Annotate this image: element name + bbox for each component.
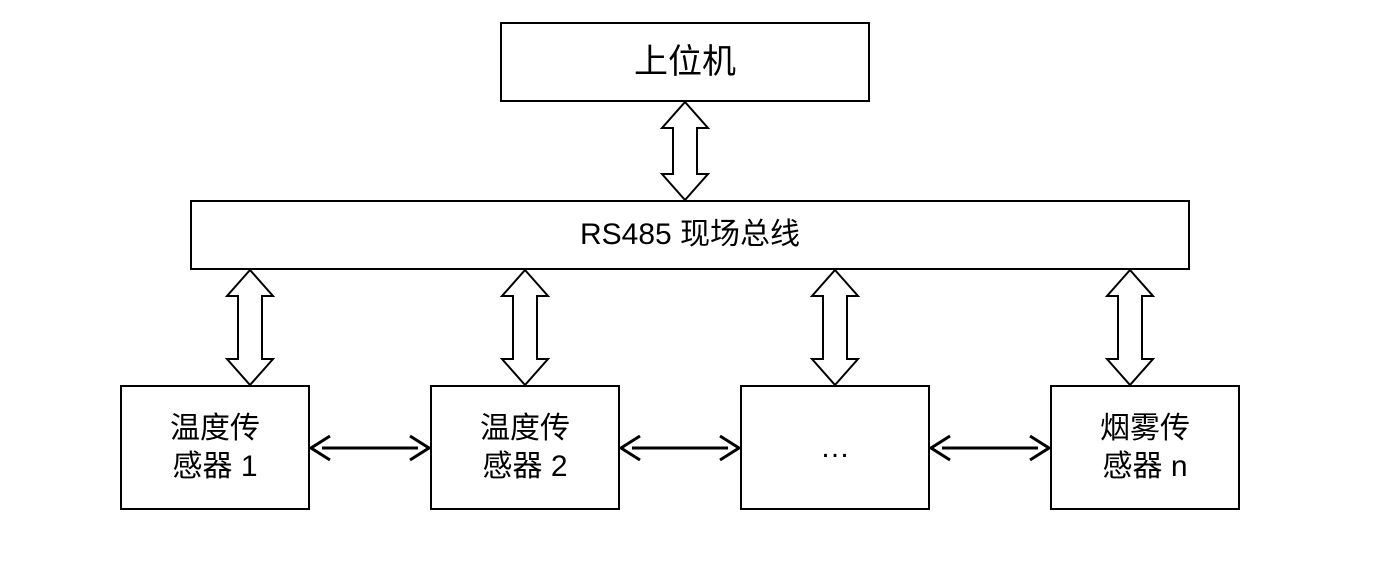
v-arrow <box>227 270 273 385</box>
node-sensor4: 烟雾传感器 n <box>1050 385 1240 510</box>
node-sensor1: 温度传感器 1 <box>120 385 310 510</box>
v-arrow <box>1107 270 1153 385</box>
node-sensor3: … <box>740 385 930 510</box>
v-arrow <box>502 270 548 385</box>
node-host: 上位机 <box>500 22 870 102</box>
node-sensor2: 温度传感器 2 <box>430 385 620 510</box>
node-bus: RS485 现场总线 <box>190 200 1190 270</box>
v-arrow <box>812 270 858 385</box>
h-arrow <box>930 434 1050 462</box>
h-arrow <box>310 434 430 462</box>
v-arrow <box>662 102 708 200</box>
diagram-stage: 上位机 RS485 现场总线温度传感器 1 温度传感器 2 … 烟雾传感器 n <box>0 0 1392 564</box>
h-arrow <box>620 434 740 462</box>
